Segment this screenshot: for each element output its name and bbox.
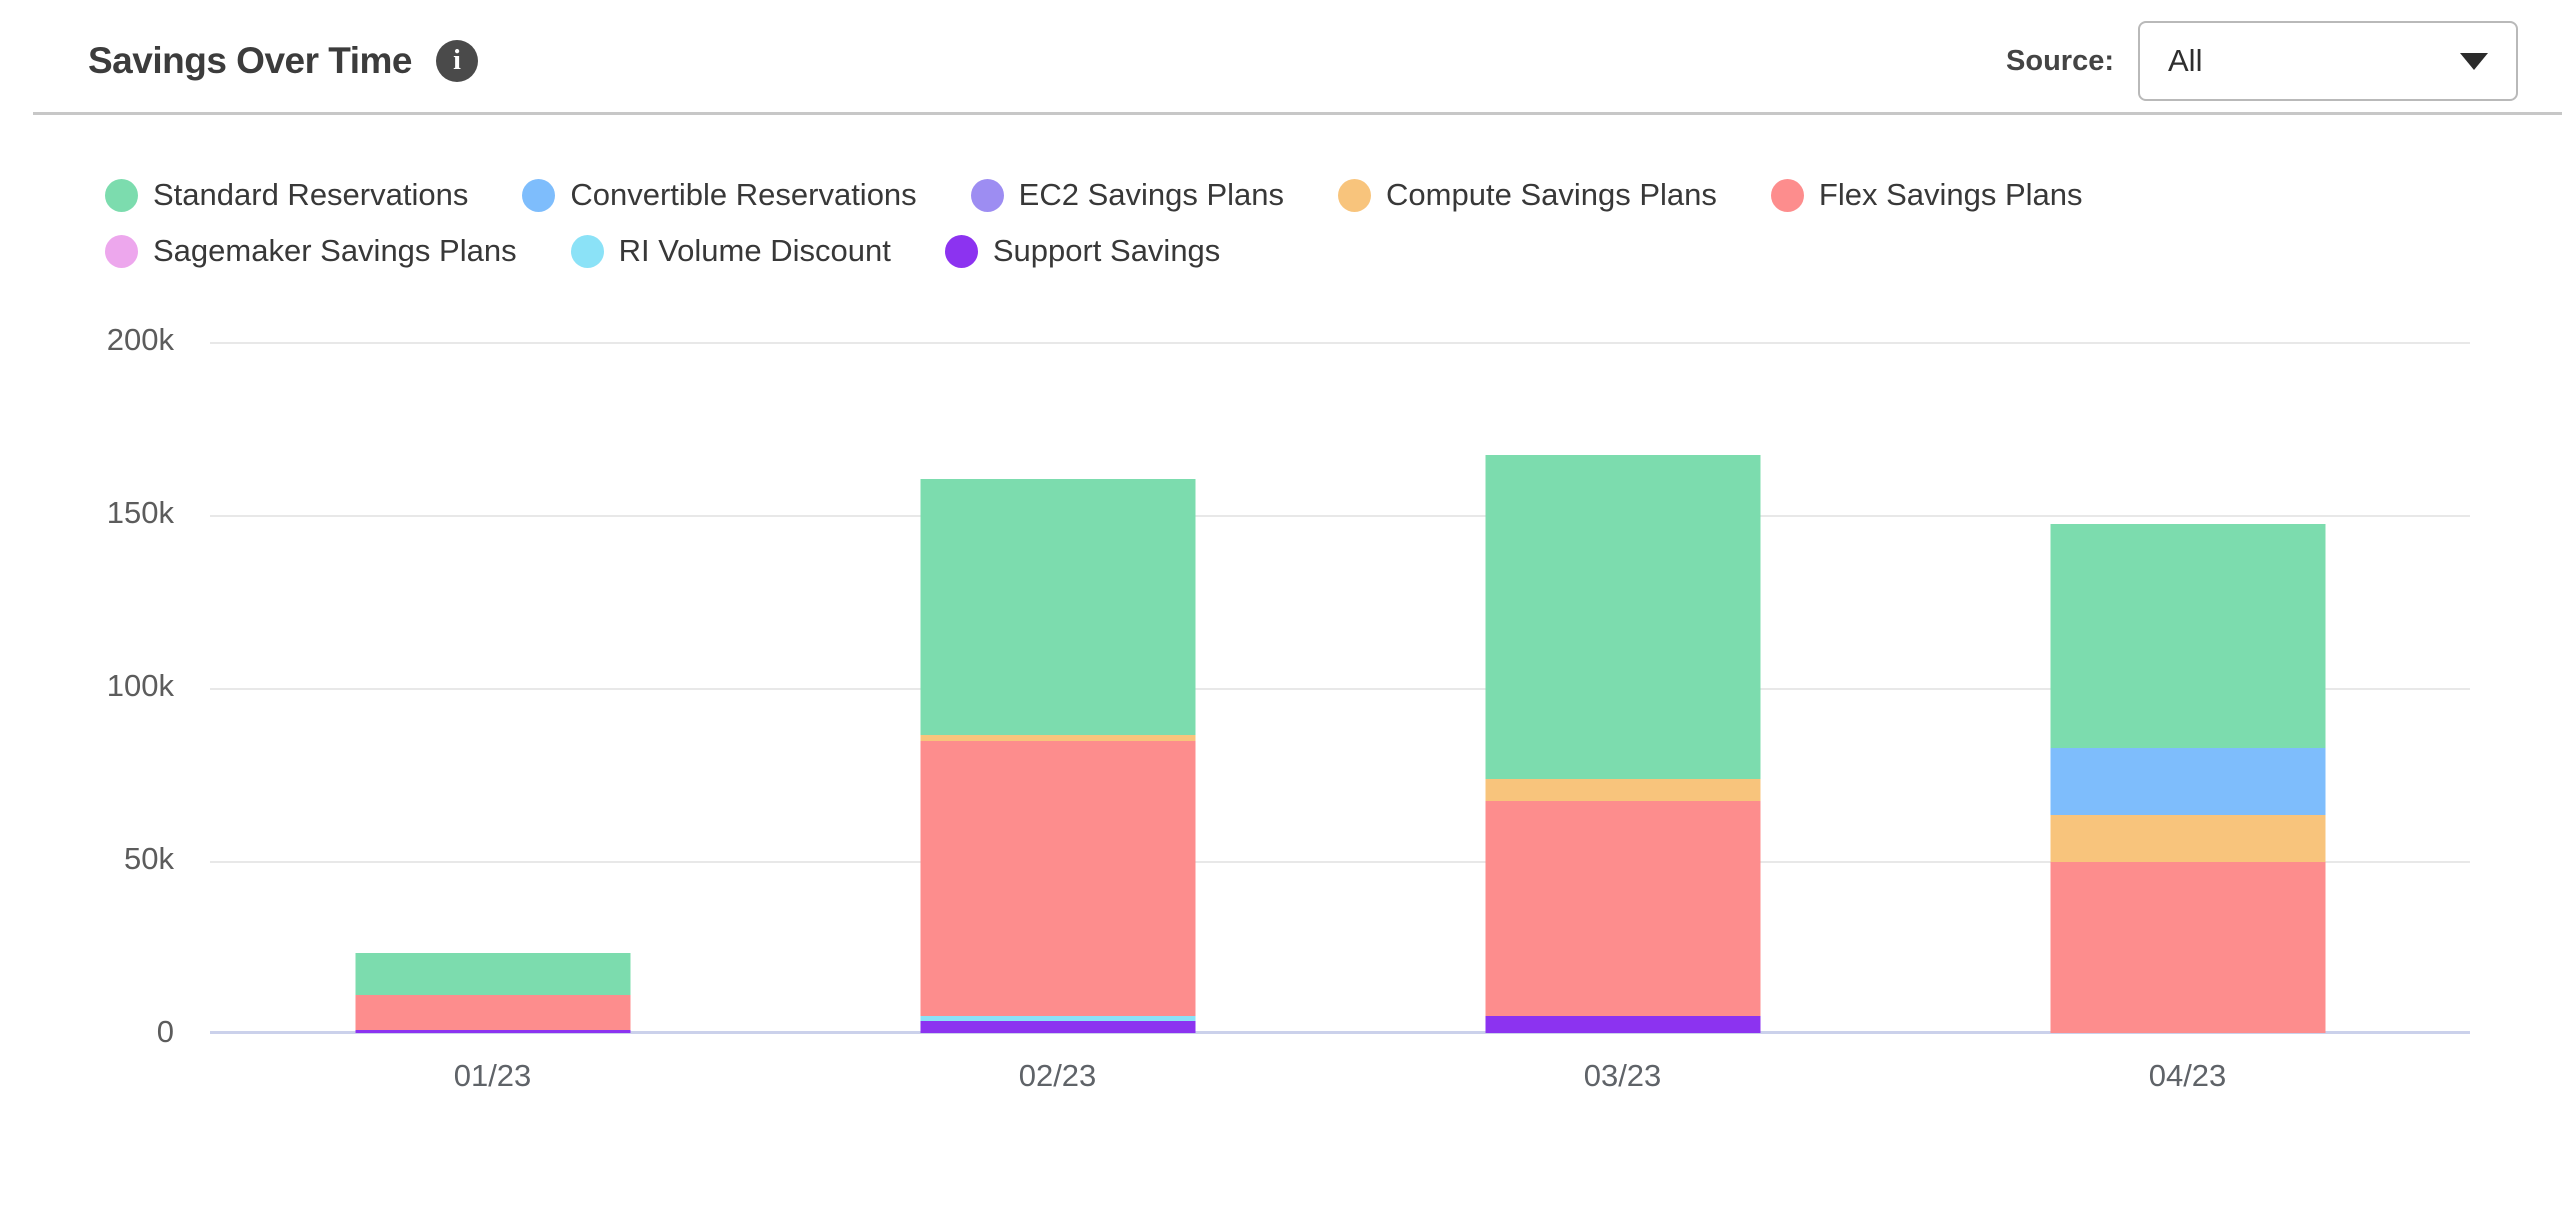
bar-segment-flex-savings-plans[interactable] [355, 994, 630, 1031]
info-icon[interactable]: i [435, 40, 478, 82]
chart-area: 0 50k 100k 150k 200k 01/23 02/23 03/23 04/23 [0, 322, 2562, 1094]
chevron-down-icon [2460, 52, 2488, 70]
y-tick-200k: 200k [106, 322, 174, 358]
legend-item-sagemaker-savings-plans[interactable]: Sagemaker Savings Plans [105, 233, 517, 269]
legend-swatch-icon [1770, 178, 1804, 212]
legend-label: Flex Savings Plans [1818, 177, 2083, 212]
legend-label: Support Savings [992, 233, 1221, 268]
legend-label: Sagemaker Savings Plans [153, 233, 517, 268]
legend-label: EC2 Savings Plans [1018, 177, 1285, 212]
bar-segment-compute-savings-plans[interactable] [2050, 815, 2325, 862]
legend-swatch-icon [522, 178, 556, 212]
bar-segment-standard-reservations[interactable] [920, 479, 1195, 736]
source-dropdown[interactable]: All [2138, 21, 2518, 101]
y-tick-150k: 150k [106, 495, 174, 531]
legend-label: Convertible Reservations [570, 177, 917, 212]
chart-plot: 0 50k 100k 150k 200k [107, 322, 2470, 1049]
y-tick-100k: 100k [106, 668, 174, 704]
legend-swatch-icon [1338, 178, 1372, 212]
legend-label: Compute Savings Plans [1386, 177, 1717, 212]
bar-group-01-23 [355, 953, 630, 1033]
bar-segment-standard-reservations[interactable] [2050, 524, 2325, 748]
legend-item-ec2-savings-plans[interactable]: EC2 Savings Plans [970, 177, 1285, 213]
legend-swatch-icon [105, 178, 138, 212]
bar-segment-flex-savings-plans[interactable] [920, 741, 1195, 1017]
bar-segment-support-savings[interactable] [355, 1030, 630, 1033]
bar-segment-standard-reservations[interactable] [1485, 455, 1760, 779]
legend-item-standard-reservations[interactable]: Standard Reservations [105, 177, 468, 213]
legend-item-flex-savings-plans[interactable]: Flex Savings Plans [1770, 177, 2083, 213]
source-label: Source: [2006, 44, 2114, 77]
gridline-200k [210, 342, 2470, 344]
bar-segment-convertible-reservations[interactable] [2050, 747, 2325, 816]
card-header: Savings Over Time i Source: All [0, 0, 2562, 112]
legend-label: Standard Reservations [153, 177, 469, 212]
gridline-50k [210, 861, 2470, 863]
bar-segment-support-savings[interactable] [1485, 1015, 1760, 1033]
bar-segment-standard-reservations[interactable] [355, 953, 630, 995]
legend-item-convertible-reservations[interactable]: Convertible Reservations [522, 177, 917, 213]
y-tick-0: 0 [156, 1014, 174, 1050]
legend-swatch-icon [970, 178, 1004, 212]
x-tick-02-23: 02/23 [1018, 1058, 1097, 1093]
source-dropdown-value: All [2168, 43, 2203, 78]
title-group: Savings Over Time i [88, 40, 478, 82]
x-tick-01-23: 01/23 [453, 1058, 532, 1093]
x-tick-04-23: 04/23 [2148, 1058, 2227, 1093]
x-axis-line [210, 1031, 2470, 1034]
x-axis-labels: 01/23 02/23 03/23 04/23 [210, 1034, 2470, 1094]
legend-swatch-icon [105, 234, 138, 268]
legend-label: RI Volume Discount [618, 233, 891, 268]
bar-group-04-23 [2050, 524, 2325, 1033]
bar-group-02-23 [920, 479, 1195, 1033]
chart-legend: Standard Reservations Convertible Reserva… [105, 177, 2365, 269]
source-group: Source: All [2006, 21, 2518, 101]
legend-swatch-icon [570, 234, 604, 268]
bar-segment-ri-volume-discount[interactable] [920, 1016, 1195, 1021]
x-tick-03-23: 03/23 [1583, 1058, 1662, 1093]
bar-segment-compute-savings-plans[interactable] [920, 735, 1195, 742]
legend-swatch-icon [944, 234, 978, 268]
page-title: Savings Over Time [88, 40, 412, 81]
legend-item-compute-savings-plans[interactable]: Compute Savings Plans [1338, 177, 1717, 213]
bar-group-03-23 [1485, 455, 1760, 1033]
header-divider [33, 112, 2562, 115]
legend-item-ri-volume-discount[interactable]: RI Volume Discount [570, 233, 891, 269]
bar-segment-support-savings[interactable] [920, 1020, 1195, 1033]
bar-segment-compute-savings-plans[interactable] [1485, 778, 1760, 802]
bar-segment-flex-savings-plans[interactable] [1485, 801, 1760, 1016]
bar-segment-flex-savings-plans[interactable] [2050, 861, 2325, 1033]
y-tick-50k: 50k [124, 841, 174, 877]
gridline-100k [210, 688, 2470, 690]
gridline-150k [210, 515, 2470, 517]
legend-item-support-savings[interactable]: Support Savings [944, 233, 1221, 269]
